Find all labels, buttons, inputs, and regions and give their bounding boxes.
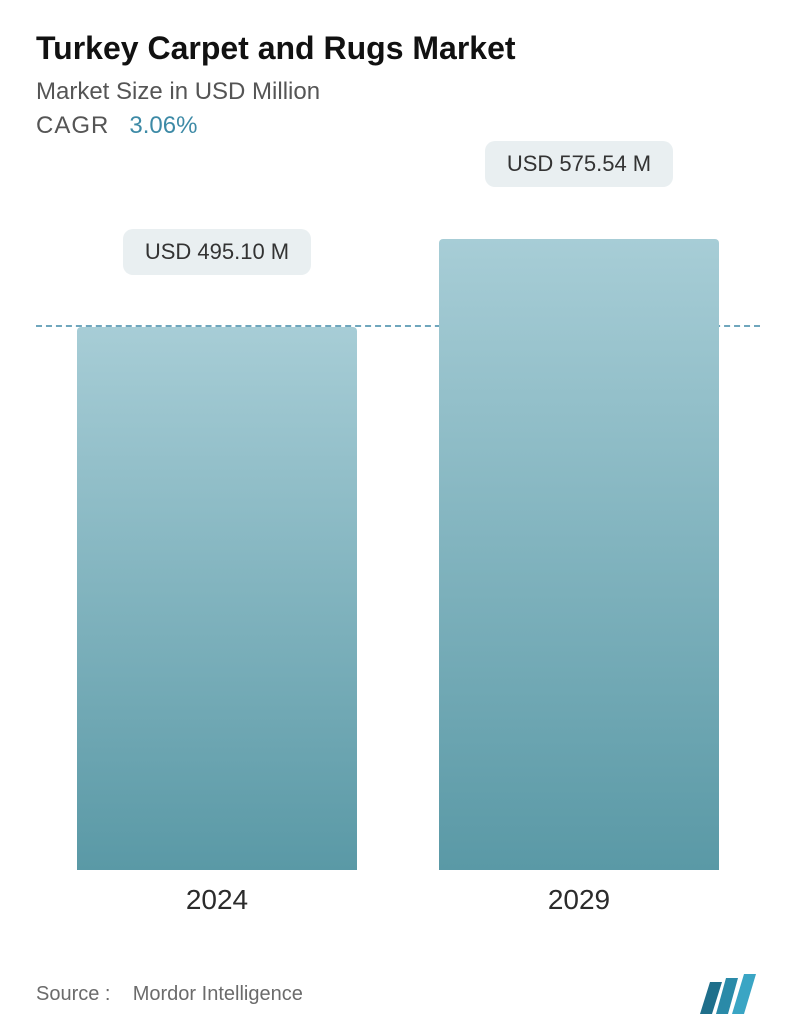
source-label: Source : [36,983,110,1005]
x-axis-label: 2024 [58,884,377,916]
bar [77,327,357,870]
chart-area: USD 495.10 MUSD 575.54 M [36,190,760,870]
chart-wrap: USD 495.10 MUSD 575.54 M 20242029 [36,190,760,940]
bar-group: USD 495.10 M [58,327,377,870]
bar-group: USD 575.54 M [420,239,739,870]
x-axis-label: 2029 [420,884,739,916]
chart-title: Turkey Carpet and Rugs Market [36,28,760,68]
footer: Source : Mordor Intelligence [36,974,760,1014]
mordor-logo-icon [700,974,760,1014]
x-axis: 2024 2029 [36,884,760,916]
chart-subtitle: Market Size in USD Million [36,78,760,106]
cagr-value: 3.06% [129,112,197,139]
value-pill: USD 575.54 M [485,141,673,187]
bar [439,239,719,870]
cagr-row: CAGR 3.06% [36,112,760,140]
value-pill: USD 495.10 M [123,229,311,275]
source-text: Source : Mordor Intelligence [36,983,303,1006]
bars-container: USD 495.10 MUSD 575.54 M [36,190,760,870]
source-name: Mordor Intelligence [133,983,303,1005]
cagr-label: CAGR [36,112,109,139]
